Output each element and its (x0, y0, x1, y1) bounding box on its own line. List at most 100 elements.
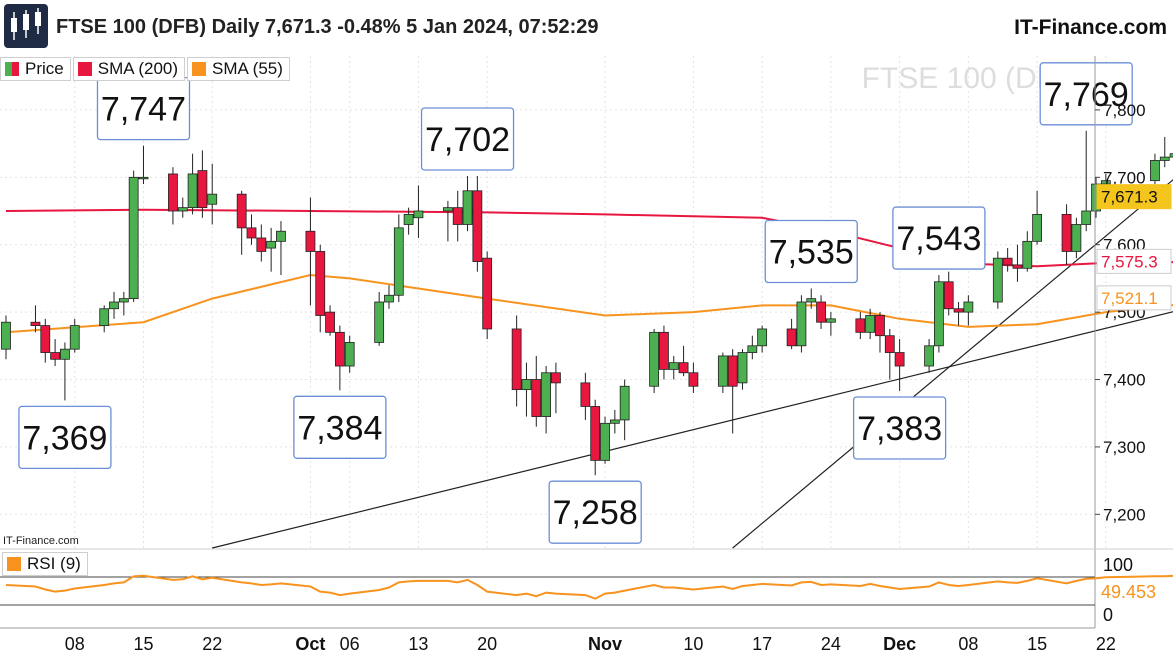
candle-body (1061, 213, 1072, 252)
candle-body (816, 301, 826, 323)
legend-item-sma200[interactable]: SMA (200) (72, 57, 186, 81)
candle (138, 145, 149, 185)
candle-body (50, 352, 60, 360)
legend-item-sma55[interactable]: SMA (55) (187, 57, 290, 81)
trendline (732, 179, 1173, 549)
callout-box (293, 395, 387, 459)
candle (688, 362, 699, 393)
rsi-value-box (1097, 580, 1169, 604)
candle-body (305, 230, 316, 252)
x-tick-label: 22 (1096, 634, 1116, 654)
legend-item-price[interactable]: Price (0, 57, 71, 81)
candle (737, 349, 748, 390)
candle (963, 295, 974, 326)
candle (462, 175, 473, 232)
trendline (212, 311, 1173, 549)
candle-body (256, 237, 267, 252)
candle-body (688, 372, 699, 387)
candle-body (551, 372, 561, 384)
callout-box (420, 107, 515, 171)
candle (786, 318, 797, 350)
candle (1159, 136, 1170, 168)
candle-body (344, 342, 355, 367)
candle (757, 325, 768, 353)
candle (187, 153, 198, 215)
candle-body (786, 328, 797, 347)
candle-body (1100, 180, 1111, 185)
candle (246, 214, 257, 245)
brand-label: IT-Finance.com (1014, 16, 1167, 39)
candle-body (60, 348, 70, 360)
candle (344, 335, 355, 373)
candle (305, 197, 316, 306)
current-price-label-box (1096, 184, 1172, 210)
candle (1002, 248, 1013, 272)
candle (816, 295, 826, 329)
x-tick-label: 08 (958, 634, 978, 654)
candle-body (609, 419, 620, 424)
candle-body (1159, 156, 1170, 161)
candle-body (462, 190, 473, 225)
candle-body (276, 230, 286, 242)
candle-body (521, 379, 532, 391)
sma55-value-label: 7,521.1 (1101, 289, 1158, 308)
rsi-value-label: 49.453 (1101, 582, 1156, 602)
callout-box (1039, 62, 1133, 126)
candle-body (678, 362, 689, 374)
candles (1, 130, 1173, 476)
candle-body (168, 173, 178, 212)
candle-body (934, 281, 944, 347)
x-tick-label: 08 (65, 634, 85, 654)
candle-body (796, 301, 807, 347)
current-price-label: 7,671.3 (1101, 188, 1158, 207)
y-tick-label: 7,300 (1103, 438, 1146, 457)
candle-body (452, 207, 463, 225)
candle (482, 251, 493, 340)
callout-label: 7,383 (857, 410, 942, 448)
candle (40, 318, 51, 363)
candle (511, 315, 522, 407)
candle (678, 345, 689, 377)
candle (30, 305, 41, 333)
candle-body (600, 422, 610, 461)
candle (69, 318, 80, 353)
candle-body (374, 301, 385, 343)
candle (1012, 244, 1023, 282)
sma200-swatch-icon (77, 62, 92, 76)
candle-body (884, 335, 895, 353)
x-tick-label: 20 (477, 634, 497, 654)
candle-body (757, 328, 768, 347)
x-tick-label: 24 (821, 634, 841, 654)
candle-body (482, 257, 493, 330)
candle (99, 305, 110, 333)
candle (472, 175, 483, 272)
candle (325, 305, 335, 336)
candle (855, 312, 866, 340)
candle (1032, 190, 1042, 245)
price-callout: 7,384 (293, 395, 387, 459)
candle-body (442, 207, 453, 212)
candle (875, 312, 885, 353)
chart-header: FTSE 100 (DFB) Daily 7,671.3 -0.48% 5 Ja… (0, 0, 1173, 56)
candle-body (747, 345, 758, 353)
candle (796, 295, 807, 353)
price-callout: 7,747 (96, 76, 191, 141)
candle (659, 325, 669, 380)
sma55-swatch-icon (192, 62, 207, 76)
y-tick-label: 7,700 (1103, 168, 1146, 187)
sma55-line (5, 273, 1173, 334)
candle-body (236, 193, 247, 229)
x-tick-label: 17 (752, 634, 772, 654)
candle (943, 271, 954, 316)
candle (934, 275, 944, 353)
candle-body (992, 257, 1003, 303)
candle (1071, 217, 1082, 259)
candle (374, 291, 385, 346)
candle (884, 328, 895, 380)
candle-body (1169, 153, 1173, 158)
candle (177, 197, 188, 218)
callout-label: 7,535 (769, 234, 854, 272)
callout-label: 7,369 (22, 419, 107, 457)
legend-item-rsi[interactable]: RSI (9) (2, 552, 88, 576)
candle-body (580, 382, 591, 407)
